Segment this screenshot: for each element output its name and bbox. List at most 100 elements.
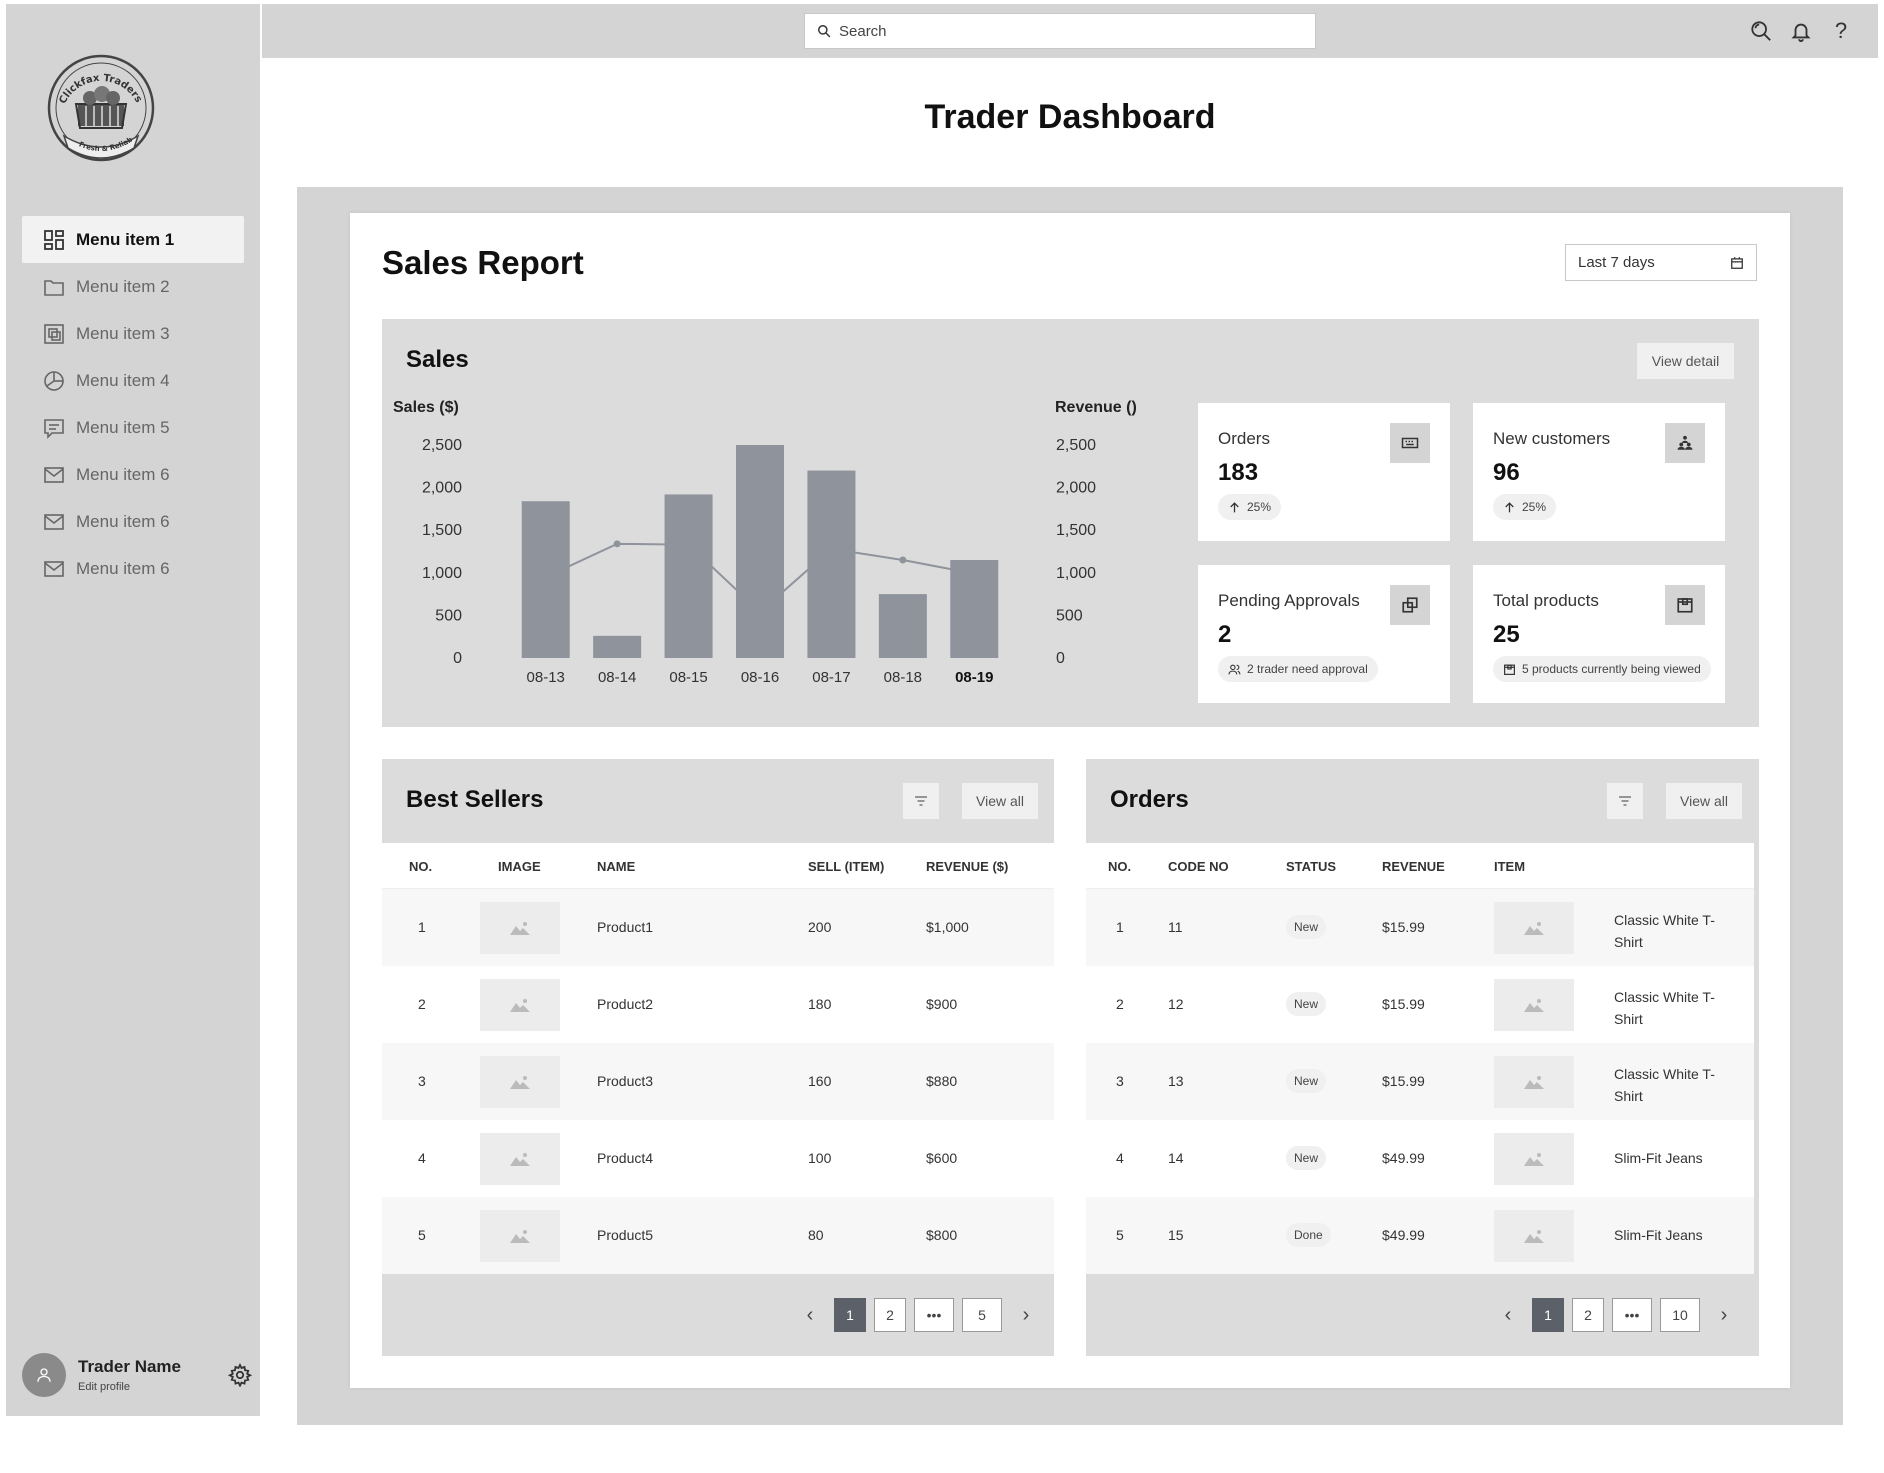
cell-name: Product3 — [597, 1073, 654, 1089]
sidebar-item-4[interactable]: Menu item 4 — [22, 357, 244, 404]
table-row[interactable]: 2 12 New $15.99 Classic White T- Shirt — [1086, 966, 1754, 1043]
y-tick-label: 2,000 — [422, 480, 462, 497]
best-sellers-title: Best Sellers — [406, 786, 544, 813]
stat-value: 183 — [1218, 459, 1259, 486]
sidebar-item-5[interactable]: Menu item 5 — [22, 404, 244, 451]
revenue-point-08-18 — [899, 556, 907, 564]
page-button[interactable]: 1 — [834, 1298, 866, 1332]
date-range-select[interactable]: Last 7 days — [1565, 244, 1757, 281]
mail-icon — [44, 560, 64, 577]
product-image — [480, 1056, 560, 1108]
stat-value: 25 — [1493, 621, 1520, 648]
chevron-left-icon: ‹ — [1504, 1303, 1512, 1326]
page-button[interactable]: 2 — [1572, 1298, 1604, 1332]
stat-card-orders[interactable]: Orders 183 25% — [1198, 403, 1450, 541]
notifications-button[interactable] — [1788, 18, 1814, 44]
cell-sell: 200 — [808, 919, 832, 935]
view-detail-button[interactable]: View detail — [1637, 343, 1734, 379]
cell-name: Product5 — [597, 1227, 654, 1243]
arrow-up-icon — [1505, 501, 1514, 512]
item-image — [1494, 1056, 1574, 1108]
table-row[interactable]: 4 14 New $49.99 Slim-Fit Jeans — [1086, 1120, 1754, 1197]
stat-card-new-customers[interactable]: New customers 96 25% — [1473, 403, 1725, 541]
avatar[interactable] — [22, 1353, 66, 1397]
stat-value: 96 — [1493, 459, 1520, 486]
table-row[interactable]: 3 13 New $15.99 Classic White T- Shirt — [1086, 1043, 1754, 1120]
table-row[interactable]: 5 15 Done $49.99 Slim-Fit Jeans — [1086, 1197, 1754, 1274]
item-name-line: Shirt — [1614, 934, 1643, 950]
mail-icon — [44, 466, 64, 483]
page-button[interactable]: 1 — [1532, 1298, 1564, 1332]
bar-08-14 — [593, 635, 642, 658]
table-row[interactable]: 5 Product5 80 $800 — [382, 1197, 1054, 1274]
table-row[interactable]: 1 11 New $15.99 Classic White T- Shirt — [1086, 889, 1754, 966]
sidebar-item-2[interactable]: Menu item 2 — [22, 263, 244, 310]
cell-name: Product4 — [597, 1150, 654, 1166]
stat-card-pending-approvals[interactable]: Pending Approvals 2 2 trader need approv… — [1198, 565, 1450, 703]
cell-code: 15 — [1168, 1227, 1184, 1243]
sidebar-item-8[interactable]: Menu item 6 — [22, 545, 244, 592]
page-button[interactable]: 10 — [1660, 1298, 1700, 1332]
filter-button[interactable] — [903, 783, 939, 819]
orders-title: Orders — [1110, 786, 1189, 813]
next-page-button[interactable]: › — [1710, 1298, 1738, 1332]
user-profile: Trader Name Edit profile — [22, 1349, 252, 1401]
sidebar-item-1[interactable]: Menu item 1 — [22, 216, 244, 263]
prev-page-button[interactable]: ‹ — [1494, 1298, 1522, 1332]
help-button[interactable]: ? — [1828, 18, 1854, 44]
next-page-button[interactable]: › — [1012, 1298, 1040, 1332]
item-name-line: Classic White T- — [1614, 1066, 1715, 1082]
sidebar-item-3[interactable]: Menu item 3 — [22, 310, 244, 357]
topbar: Search ? — [262, 4, 1878, 58]
table-row[interactable]: 1 Product1 200 $1,000 — [382, 889, 1054, 966]
sales-title: Sales — [406, 346, 469, 373]
table-row[interactable]: 4 Product4 100 $600 — [382, 1120, 1054, 1197]
stat-card-total-products[interactable]: Total products 25 5 products currently b… — [1473, 565, 1725, 703]
prev-page-button[interactable]: ‹ — [796, 1298, 824, 1332]
y2-tick-label: 1,500 — [1056, 522, 1096, 539]
sidebar-item-label: Menu item 6 — [76, 464, 170, 484]
table-row[interactable]: 3 Product3 160 $880 — [382, 1043, 1054, 1120]
bar-08-19 — [950, 560, 999, 658]
page-button[interactable]: 5 — [962, 1298, 1002, 1332]
sidebar-item-6[interactable]: Menu item 6 — [22, 451, 244, 498]
search-input[interactable]: Search — [804, 13, 1316, 49]
status-badge: New — [1286, 1069, 1327, 1093]
column-header: NO. — [1108, 859, 1132, 874]
view-all-button[interactable]: View all — [1666, 783, 1742, 819]
page-ellipsis-button[interactable]: ••• — [1612, 1298, 1652, 1332]
profile-name: Trader Name — [78, 1357, 181, 1376]
cell-item: Classic White T- Shirt — [1614, 909, 1715, 953]
dashboard-icon — [44, 229, 64, 250]
product-image — [480, 1210, 560, 1262]
x-tick-label: 08-16 — [741, 669, 779, 686]
sales-chart: Sales ($) Revenue () 2,500 2,500 2,000 2,000 1… — [393, 399, 1137, 686]
stat-label: Pending Approvals — [1218, 591, 1360, 610]
view-all-button[interactable]: View all — [962, 783, 1038, 819]
cell-no: 5 — [418, 1227, 426, 1243]
stat-icon-box — [1390, 585, 1430, 625]
search-button[interactable] — [1748, 18, 1774, 44]
user-icon — [37, 1368, 51, 1382]
y-tick-label: 1,000 — [422, 565, 462, 582]
page-button[interactable]: 2 — [874, 1298, 906, 1332]
stat-icon-box — [1665, 585, 1705, 625]
table-row[interactable]: 2 Product2 180 $900 — [382, 966, 1054, 1043]
users-icon — [1228, 664, 1241, 674]
cell-revenue: $49.99 — [1382, 1150, 1425, 1166]
chevron-right-icon: › — [1720, 1303, 1728, 1326]
pie-chart-icon — [44, 370, 64, 391]
edit-profile-link[interactable]: Edit profile — [78, 1381, 130, 1393]
y2-tick-label: 0 — [1056, 650, 1065, 667]
image-icon — [510, 922, 530, 935]
filter-button[interactable] — [1607, 783, 1643, 819]
cell-code: 11 — [1168, 919, 1183, 935]
cell-sell: 80 — [808, 1227, 824, 1243]
sidebar-item-7[interactable]: Menu item 6 — [22, 498, 244, 545]
gear-icon[interactable] — [228, 1363, 252, 1387]
stat-label: Orders — [1218, 429, 1270, 448]
bar-08-18 — [878, 594, 927, 658]
cell-revenue: $600 — [926, 1150, 958, 1166]
page-ellipsis-button[interactable]: ••• — [914, 1298, 954, 1332]
stat-badge-text: 2 trader need approval — [1247, 662, 1368, 676]
